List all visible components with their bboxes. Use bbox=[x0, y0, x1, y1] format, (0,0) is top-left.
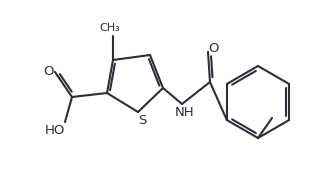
Text: O: O bbox=[43, 64, 53, 78]
Text: HO: HO bbox=[45, 123, 65, 137]
Text: NH: NH bbox=[175, 105, 195, 119]
Text: CH₃: CH₃ bbox=[100, 23, 121, 33]
Text: S: S bbox=[138, 115, 146, 127]
Text: O: O bbox=[209, 41, 219, 55]
